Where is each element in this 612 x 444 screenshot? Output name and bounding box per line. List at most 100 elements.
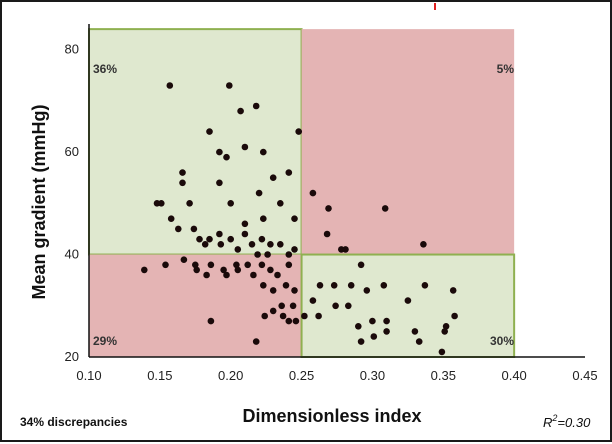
data-point [241,230,249,238]
data-point [332,302,339,310]
x-tick-label: 0.45 [572,368,597,383]
data-point [227,200,234,207]
data-point [345,302,352,310]
data-point [370,333,378,340]
x-tick-label: 0.25 [289,368,314,383]
data-point [277,200,284,207]
data-point [363,287,371,294]
r-squared-sup: 2 [551,413,557,423]
data-point [355,323,362,330]
data-point [292,317,300,325]
data-point [260,282,267,289]
data-point [250,271,257,279]
data-point [234,246,242,253]
data-point [255,189,263,197]
data-point [179,169,186,176]
data-point [167,215,175,222]
data-point [291,246,298,253]
x-axis-ticks: 0.10 0.15 0.20 0.25 0.30 0.35 0.40 0.45 [76,368,597,383]
data-point [220,266,227,274]
data-point [347,282,355,289]
data-point [227,235,234,243]
data-point [179,179,186,187]
y-tick-label: 60 [65,144,79,159]
data-point [315,312,322,320]
data-point [258,235,266,243]
data-point [252,102,260,110]
data-point [323,230,331,238]
data-point [217,241,225,248]
data-point [241,143,249,151]
data-point [309,189,317,197]
data-point [193,266,200,274]
r-squared-label: R2=0.30 [543,413,591,430]
y-axis-ticks: 20 40 60 80 [65,42,79,364]
y-tick-label: 20 [65,349,79,364]
region-upper-left [88,28,303,256]
region-label-lower-right: 30% [490,334,514,348]
y-axis-title: Mean gradient (mmHg) [29,104,49,299]
y-tick-label: 40 [65,247,79,262]
data-point [252,338,260,345]
region-label-upper-right: 5% [497,62,515,76]
region-upper-right [301,29,515,255]
data-point [438,348,446,356]
data-point [261,312,269,320]
data-point [158,200,165,207]
data-point [223,271,230,279]
data-point [216,230,223,238]
data-point [279,312,287,320]
data-point [207,261,215,269]
data-point [241,220,249,228]
data-point [415,338,423,345]
data-point [451,312,458,320]
data-point [254,251,261,258]
x-tick-label: 0.10 [76,368,101,383]
data-point [330,282,338,289]
r-squared-suffix: =0.30 [557,415,591,430]
data-point [234,266,242,274]
data-point [264,251,271,258]
data-point [278,302,286,310]
data-point [267,241,274,248]
data-point [381,205,389,212]
data-point [180,256,188,263]
x-tick-label: 0.30 [360,368,385,383]
data-point [274,271,281,279]
data-point [295,128,303,135]
data-point [203,271,210,279]
x-tick-label: 0.15 [147,368,172,383]
data-point [269,174,277,181]
data-point [206,128,213,135]
data-point [449,287,457,294]
data-point [442,323,450,330]
data-point [269,307,277,315]
data-point [190,225,198,233]
data-point [223,153,230,161]
x-tick-label: 0.35 [431,368,456,383]
region-label-upper-left: 36% [93,62,117,76]
data-point [258,261,266,269]
data-point [226,82,233,89]
data-point [237,107,244,115]
data-point [201,241,209,248]
x-tick-label: 0.20 [218,368,243,383]
data-point [175,225,182,233]
data-point [325,205,332,212]
data-point [260,148,267,156]
data-point [404,297,412,304]
x-axis-title: Dimensionless index [242,406,421,426]
data-point [186,200,193,207]
discrepancies-note: 34% discrepancies [20,415,128,429]
data-point [206,235,213,243]
data-point [192,261,199,269]
data-point [383,328,390,335]
data-point [162,261,169,269]
data-point [269,287,277,294]
data-point [285,251,293,258]
data-point [291,215,298,222]
data-point [196,235,203,243]
data-point [166,82,174,89]
data-point [380,282,388,289]
